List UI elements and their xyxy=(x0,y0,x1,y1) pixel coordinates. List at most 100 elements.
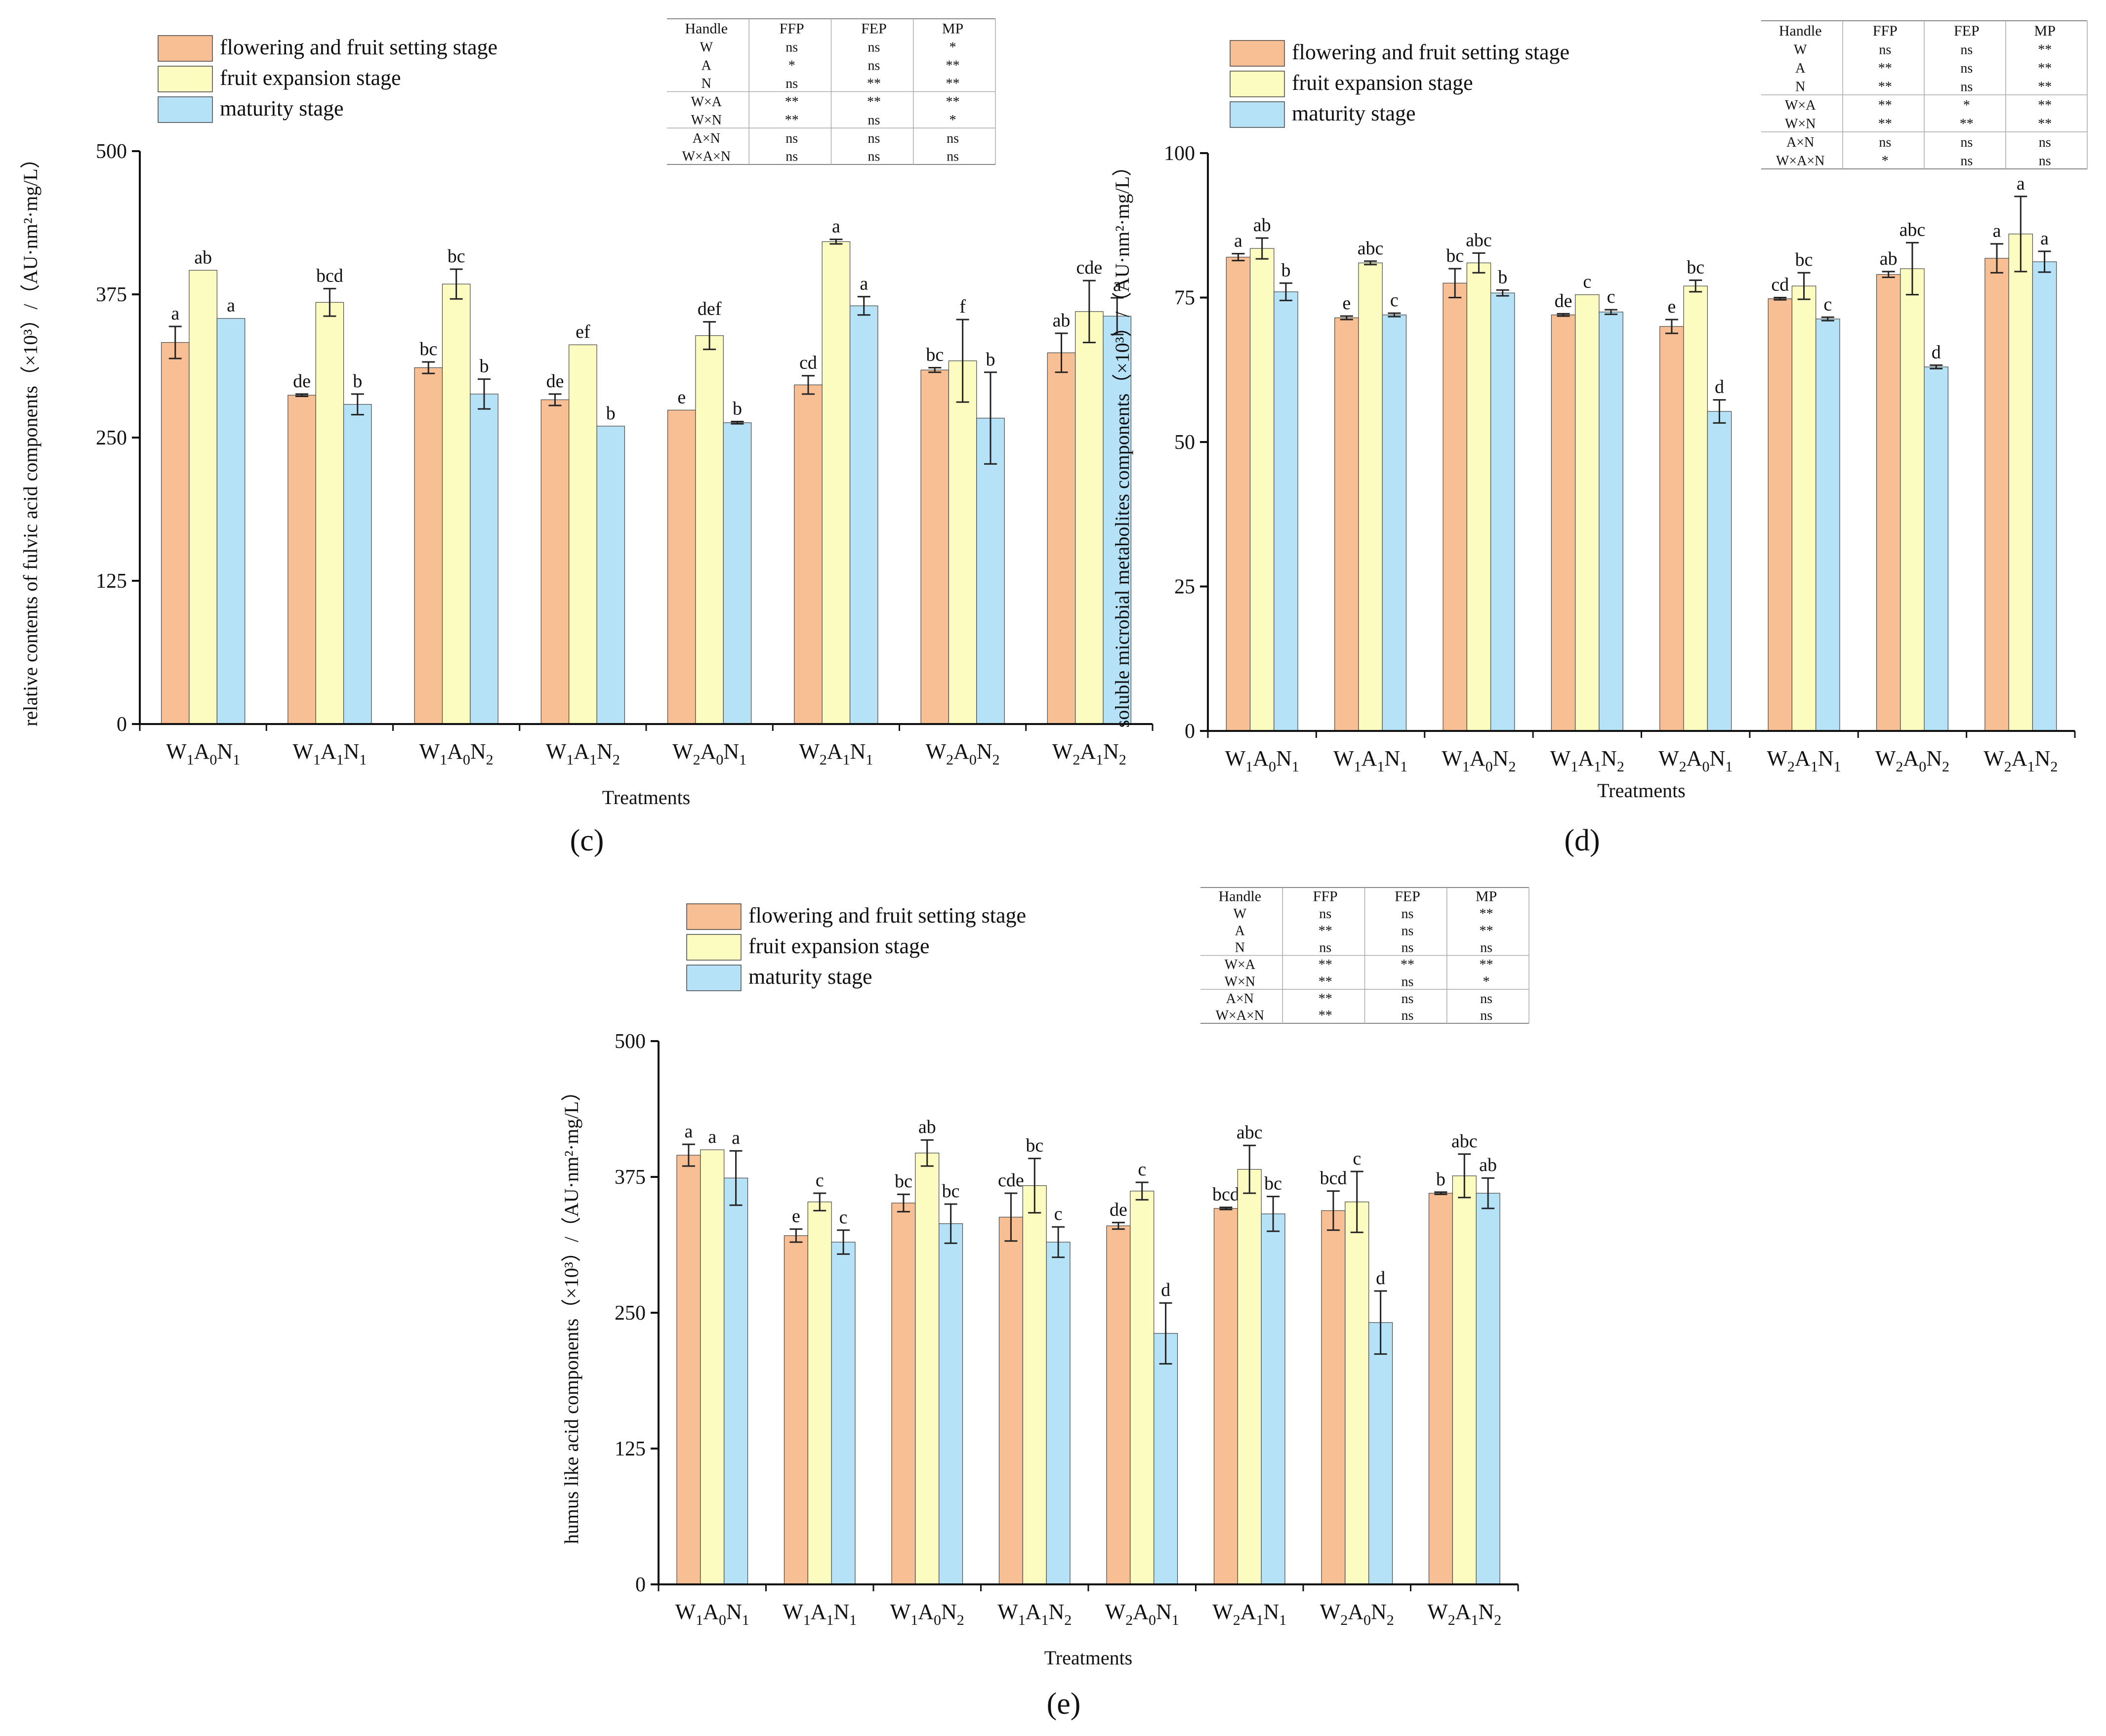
bar xyxy=(1452,1175,1477,1585)
significance-letter: a xyxy=(171,303,179,324)
table-cell: A xyxy=(1795,61,1806,76)
significance-letter: b xyxy=(986,349,995,370)
legend-label: fruit expansion stage xyxy=(748,934,930,958)
significance-letter: abc xyxy=(1237,1122,1263,1143)
significance-letter: d xyxy=(1932,342,1941,363)
bar xyxy=(315,302,344,725)
panel-label: (e) xyxy=(1047,1687,1081,1721)
y-tick-label: 125 xyxy=(615,1438,646,1460)
bar xyxy=(1428,1193,1453,1585)
significance-letter: ab xyxy=(1479,1155,1497,1175)
significance-letter: c xyxy=(816,1170,824,1191)
table-cell: ns xyxy=(1401,923,1413,938)
significance-letter: bc xyxy=(1446,245,1464,266)
table-cell: ns xyxy=(867,113,880,128)
bar xyxy=(569,344,597,725)
bar xyxy=(1768,298,1793,731)
table-cell: A xyxy=(702,58,712,73)
significance-letter: c xyxy=(839,1207,848,1228)
bar xyxy=(1106,1225,1131,1585)
table-cell: ns xyxy=(1401,906,1413,922)
significance-letter: abc xyxy=(1900,219,1926,240)
table-cell: N xyxy=(1795,80,1805,95)
significance-letter: d xyxy=(1715,377,1724,398)
table-cell: ** xyxy=(2038,42,2052,58)
table-cell: ns xyxy=(1960,154,1973,169)
table-cell: ** xyxy=(785,94,799,110)
table-cell: ** xyxy=(1480,923,1493,938)
table-cell: ns xyxy=(1319,906,1331,922)
legend-label: flowering and fruit setting stage xyxy=(748,903,1026,928)
legend: flowering and fruit setting stage fruit e… xyxy=(1230,40,1569,128)
y-tick-label: 0 xyxy=(117,713,127,736)
table-cell: ns xyxy=(1960,42,1973,58)
significance-letter: def xyxy=(698,299,722,320)
table-cell: ns xyxy=(947,131,959,146)
x-tick-label: W2A0N1 xyxy=(1105,1600,1179,1628)
y-tick-label: 100 xyxy=(1164,142,1195,165)
panel-label: (c) xyxy=(570,824,604,857)
legend-swatch xyxy=(1230,101,1285,128)
x-tick-label: W2A0N1 xyxy=(672,739,746,768)
table-cell: ** xyxy=(1319,1008,1332,1023)
significance-letter: c xyxy=(1823,294,1832,315)
bar xyxy=(1358,262,1383,731)
bar xyxy=(442,283,471,725)
bar xyxy=(1047,352,1076,725)
x-tick-label: W1A1N1 xyxy=(292,739,367,768)
x-tick-label: W2A1N2 xyxy=(1427,1600,1501,1628)
bar xyxy=(288,395,316,725)
significance-letter: ab xyxy=(194,247,212,268)
table-cell: ns xyxy=(1480,940,1492,956)
bar xyxy=(794,384,823,725)
table-cell: A×N xyxy=(1786,135,1814,150)
table-cell: * xyxy=(1882,154,1889,169)
x-axis-title: Treatments xyxy=(1597,779,1686,802)
table-cell: W×N xyxy=(691,113,722,128)
significance-letter: b xyxy=(606,403,616,424)
significance-letter: b xyxy=(733,399,742,419)
bar xyxy=(1103,316,1132,725)
y-tick-label: 75 xyxy=(1174,287,1195,310)
x-tick-label: W1A1N2 xyxy=(997,1600,1072,1628)
table-cell: A×N xyxy=(693,131,720,146)
table-cell: ** xyxy=(1878,80,1892,95)
bar xyxy=(414,367,443,725)
table-cell: ns xyxy=(1401,940,1413,956)
bar xyxy=(1490,292,1515,731)
x-tick-label: W1A0N1 xyxy=(166,739,240,768)
panel-label: (d) xyxy=(1564,824,1600,857)
bar xyxy=(976,417,1005,725)
bar xyxy=(189,270,217,725)
table-header: MP xyxy=(942,21,963,37)
y-tick-label: 500 xyxy=(96,140,127,163)
significance-letter: abc xyxy=(1466,230,1492,250)
significance-letter: cde xyxy=(1076,257,1103,278)
significance-letter: bc xyxy=(448,246,465,267)
significance-letter: bc xyxy=(1026,1135,1043,1156)
table-cell: A×N xyxy=(1226,991,1254,1007)
table-cell: ** xyxy=(867,76,881,91)
table-cell: ns xyxy=(1879,135,1891,150)
table-cell: ns xyxy=(1960,80,1973,95)
table-header: FEP xyxy=(1395,888,1420,905)
legend-swatch xyxy=(158,35,213,62)
significance-letter: a xyxy=(832,216,840,237)
table-cell: ns xyxy=(947,149,959,164)
bar xyxy=(1368,1322,1393,1585)
significance-letter: f xyxy=(959,296,966,317)
significance-letter: e xyxy=(677,387,686,407)
bar xyxy=(1382,314,1407,731)
bar xyxy=(1154,1333,1178,1585)
table-cell: ** xyxy=(946,58,960,73)
table-cell: ns xyxy=(867,40,880,55)
significance-letter: d xyxy=(1161,1280,1170,1300)
bar xyxy=(920,369,950,725)
x-tick-label: W2A1N1 xyxy=(1767,746,1841,775)
y-tick-label: 375 xyxy=(96,283,127,306)
table-header: FFP xyxy=(1873,23,1898,39)
bar xyxy=(1575,294,1600,731)
table-cell: ns xyxy=(867,149,880,164)
x-tick-label: W1A1N2 xyxy=(1550,746,1624,775)
